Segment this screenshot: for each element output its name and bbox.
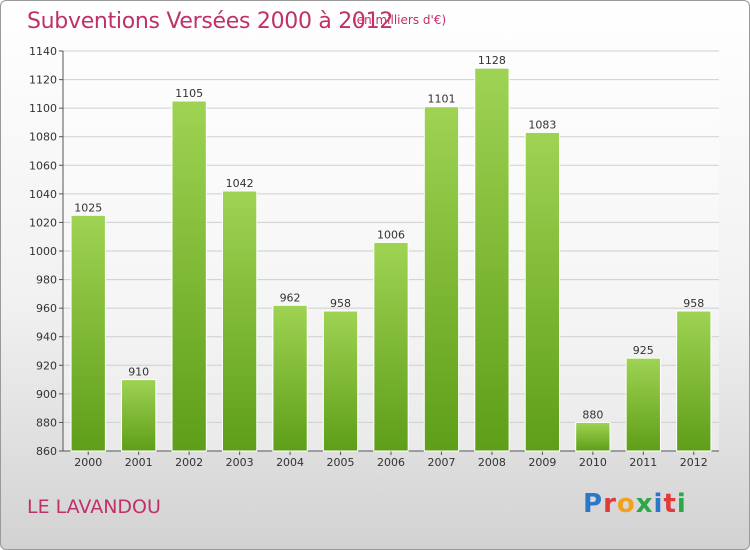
x-tick-label-2002: 2002 bbox=[175, 456, 203, 469]
chart-subtitle: (en milliers d'€) bbox=[352, 13, 447, 27]
chart-title: Subventions Versées 2000 à 2012 bbox=[27, 9, 394, 34]
value-label-2012: 958 bbox=[683, 297, 704, 310]
logo-letter: i bbox=[676, 489, 687, 519]
bar-2001 bbox=[121, 379, 157, 452]
x-tick-label-2004: 2004 bbox=[276, 456, 304, 469]
bar-2002 bbox=[171, 100, 207, 452]
bar-2004 bbox=[272, 304, 308, 452]
bar-2011 bbox=[625, 357, 661, 452]
x-tick-label-2011: 2011 bbox=[629, 456, 657, 469]
y-tick-label: 1080 bbox=[29, 131, 57, 144]
x-tick-label-2012: 2012 bbox=[680, 456, 708, 469]
y-tick-label: 1040 bbox=[29, 188, 57, 201]
value-label-2006: 1006 bbox=[377, 228, 405, 241]
bar-2003 bbox=[221, 190, 258, 452]
value-label-2008: 1128 bbox=[478, 54, 506, 67]
value-label-2011: 925 bbox=[633, 344, 654, 357]
bar-2010 bbox=[575, 421, 611, 452]
x-tick-label-2007: 2007 bbox=[427, 456, 455, 469]
y-tick-label: 880 bbox=[36, 416, 57, 429]
y-tick-label: 1100 bbox=[29, 102, 57, 115]
bar-2007 bbox=[423, 106, 460, 452]
value-label-2001: 910 bbox=[128, 366, 149, 379]
logo-letter: i bbox=[653, 489, 664, 519]
y-tick-label: 860 bbox=[36, 445, 57, 458]
bar-2008 bbox=[474, 67, 510, 452]
logo-letter: r bbox=[603, 489, 617, 519]
x-tick-label-2006: 2006 bbox=[377, 456, 405, 469]
y-tick-label: 1020 bbox=[29, 216, 57, 229]
bars bbox=[70, 67, 712, 452]
y-tick-label: 1060 bbox=[29, 159, 57, 172]
value-label-2002: 1105 bbox=[175, 87, 203, 100]
x-tick-label-2009: 2009 bbox=[528, 456, 556, 469]
y-tick-label: 940 bbox=[36, 331, 57, 344]
value-label-2000: 1025 bbox=[74, 201, 102, 214]
bar-2005 bbox=[322, 310, 359, 452]
logo-letter: P bbox=[583, 489, 604, 519]
y-tick-label: 980 bbox=[36, 274, 57, 287]
value-label-2010: 880 bbox=[582, 408, 603, 421]
x-tick-label-2001: 2001 bbox=[125, 456, 153, 469]
y-tick-label: 920 bbox=[36, 359, 57, 372]
x-tick-label-2008: 2008 bbox=[478, 456, 506, 469]
value-label-2009: 1083 bbox=[528, 118, 556, 131]
y-tick-label: 1000 bbox=[29, 245, 57, 258]
y-tick-label: 1140 bbox=[29, 45, 57, 58]
proxiti-logo[interactable]: Proxiti bbox=[583, 489, 687, 519]
y-tick-label: 900 bbox=[36, 388, 57, 401]
x-tick-label-2003: 2003 bbox=[226, 456, 254, 469]
value-label-2005: 958 bbox=[330, 297, 351, 310]
x-tick-label-2010: 2010 bbox=[579, 456, 607, 469]
value-label-2007: 1101 bbox=[427, 93, 455, 106]
x-tick-label-2005: 2005 bbox=[327, 456, 355, 469]
logo-letter: t bbox=[663, 489, 677, 519]
logo-letter: o bbox=[616, 489, 636, 519]
value-label-2004: 962 bbox=[280, 291, 301, 304]
place-name: LE LAVANDOU bbox=[27, 496, 161, 518]
bar-2012 bbox=[676, 310, 712, 452]
bar-2009 bbox=[524, 131, 561, 452]
x-tick-label-2000: 2000 bbox=[74, 456, 102, 469]
value-labels: 1025 910 1105 1042 962 958 1006 1101 1128 1083 880… bbox=[74, 54, 704, 421]
value-label-2003: 1042 bbox=[226, 177, 254, 190]
y-tick-label: 960 bbox=[36, 302, 57, 315]
logo-letter: x bbox=[635, 489, 654, 519]
y-tick-label: 1120 bbox=[29, 74, 57, 87]
bar-2000 bbox=[70, 214, 106, 452]
bar-2006 bbox=[373, 241, 409, 452]
